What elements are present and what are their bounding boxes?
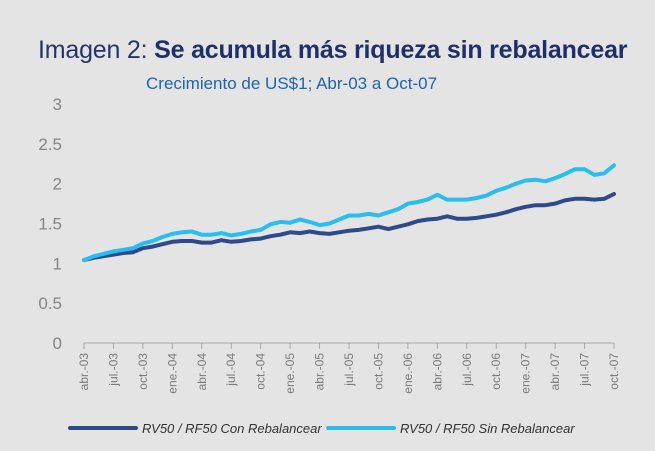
x-tick-label: oct.-05 — [371, 353, 385, 390]
y-tick-label: 1.5 — [38, 215, 62, 234]
x-tick-label: abr.-03 — [77, 353, 91, 391]
y-tick-label: 1 — [53, 254, 62, 273]
x-tick-label: oct.-03 — [136, 353, 150, 390]
title-text: Se acumula más riqueza sin rebalancear — [154, 36, 628, 64]
y-tick-label: 0.5 — [38, 294, 62, 313]
x-tick-label: oct.-04 — [254, 353, 268, 390]
x-tick-label: ene.-04 — [165, 353, 179, 394]
legend-label-2: RV50 / RF50 Sin Rebalancear — [400, 421, 575, 436]
x-tick-label: oct.-07 — [607, 353, 621, 390]
x-tick-label: ene.-07 — [519, 353, 533, 394]
x-tick-label: jul.-06 — [460, 353, 474, 387]
series-line-1 — [82, 192, 616, 263]
x-tick-label: abr.-07 — [548, 353, 562, 391]
x-tick-label: jul.-03 — [106, 353, 120, 387]
series-line-2 — [82, 163, 616, 263]
title-prefix: Imagen 2: — [38, 36, 148, 64]
x-tick-label: jul.-04 — [224, 353, 238, 387]
x-tick-label: abr.-06 — [430, 353, 444, 391]
y-tick-label: 0 — [53, 334, 62, 353]
chart-subtitle: Crecimiento de US$1; Abr-03 a Oct-07 — [146, 74, 438, 93]
y-tick-label: 2.5 — [38, 135, 62, 154]
x-tick-label: ene.-05 — [283, 353, 297, 394]
y-tick-label: 3 — [53, 95, 62, 114]
legend-label-1: RV50 / RF50 Con Rebalancear — [142, 421, 322, 436]
y-tick-label: 2 — [53, 175, 62, 194]
chart-title: Imagen 2: Se acumula más riqueza sin reb… — [38, 36, 628, 65]
x-tick-label: abr.-05 — [313, 353, 327, 391]
x-tick-label: abr.-04 — [195, 353, 209, 391]
x-tick-label: oct.-06 — [489, 353, 503, 390]
x-tick-label: ene.-06 — [401, 353, 415, 394]
x-tick-label: jul.-05 — [342, 353, 356, 387]
x-tick-label: jul.-07 — [578, 353, 592, 387]
